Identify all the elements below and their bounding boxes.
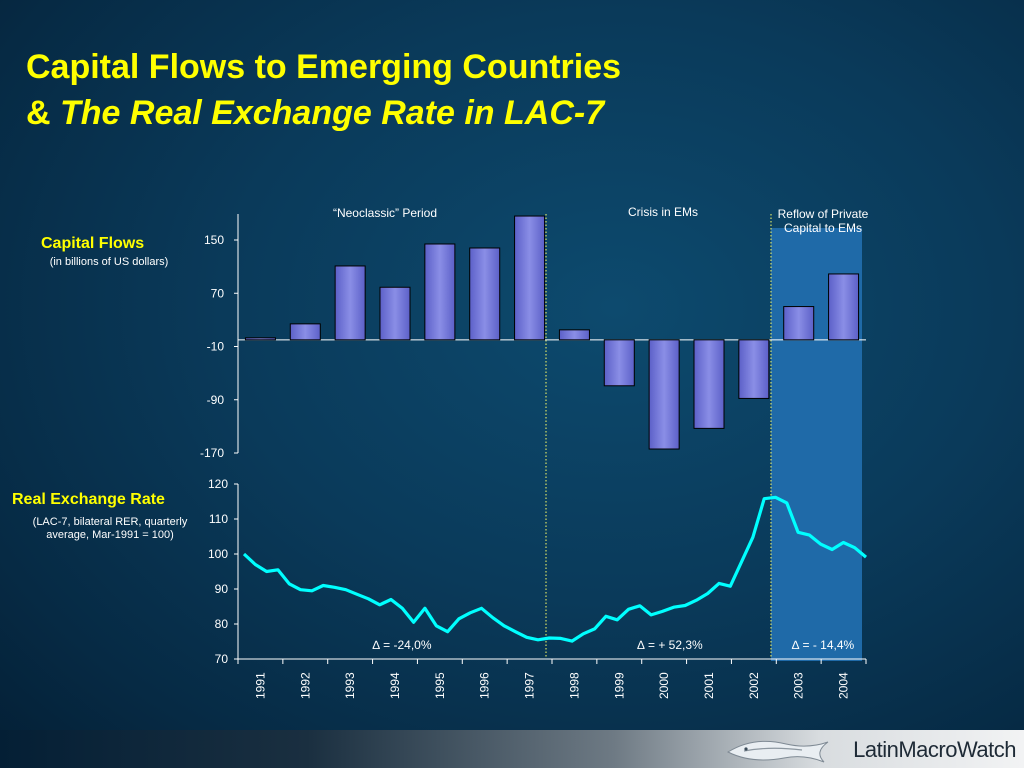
logo-text: LatinMacroWatch [853, 737, 1016, 762]
bar-y-tick-label: -10 [207, 340, 225, 354]
change-label-period2: ∆ = + 52,3% [637, 638, 703, 652]
period-label-reflow: Capital to EMs [784, 221, 862, 235]
x-tick-label: 2000 [657, 672, 671, 699]
x-tick-label: 2002 [747, 672, 761, 699]
bar-2004 [828, 273, 860, 341]
bar-2001 [693, 339, 725, 429]
x-tick-label: 1991 [253, 672, 267, 699]
title-line2-prefix: & [26, 94, 60, 132]
rer-y-tick-label: 110 [209, 512, 228, 526]
bar-1998 [558, 329, 590, 341]
bar-1997 [514, 215, 546, 341]
x-tick-label: 1993 [343, 672, 357, 699]
x-tick-label: 1996 [478, 672, 492, 699]
change-label-period1: ∆ = -24,0% [372, 638, 431, 652]
x-tick-label: 1994 [388, 672, 402, 699]
x-tick-label: 2001 [702, 672, 716, 699]
bar-1992 [289, 323, 321, 341]
title-line1: Capital Flows to Emerging Countries [26, 48, 622, 86]
rer-note: (LAC-7, bilateral RER, quarterly average… [20, 516, 200, 542]
rer-note-line2: average, Mar-1991 = 100) [46, 529, 174, 541]
x-tick-label: 2003 [792, 672, 806, 699]
bar-1991 [244, 337, 276, 341]
rer-y-tick-label: 100 [208, 547, 228, 561]
bar-1999 [603, 339, 635, 387]
rer-y-tick-label: 120 [208, 477, 228, 491]
x-tick-label: 1998 [567, 672, 581, 699]
x-tick-label: 2004 [837, 672, 851, 699]
bar-1994 [379, 286, 411, 341]
title-line2-italic: The Real Exchange Rate in LAC-7 [60, 94, 605, 132]
x-tick-label: 1999 [612, 672, 626, 699]
period-label-reflow: Reflow of Private [778, 207, 869, 221]
rer-y-tick-label: 80 [215, 617, 229, 631]
change-label-period3: ∆ = - 14,4% [792, 638, 855, 652]
bar-y-tick-label: -170 [200, 446, 224, 460]
bar-2002 [738, 339, 770, 399]
bar-1995 [424, 243, 456, 341]
capital-flows-note: (in billions of US dollars) [49, 256, 169, 268]
bar-y-tick-label: 70 [211, 286, 225, 300]
period-label-neoclassic: “Neoclassic” Period [333, 206, 437, 220]
rer-label: Real Exchange Rate [12, 491, 165, 508]
footer-band: LatinMacroWatch [0, 730, 1024, 768]
period-label-crisis: Crisis in EMs [628, 205, 698, 219]
slide-title: Capital Flows to Emerging Countries & Th… [26, 44, 621, 136]
bar-1993 [334, 265, 366, 341]
capital-flows-label: Capital Flows [41, 235, 145, 252]
fish-logo-icon [726, 740, 829, 763]
rer-series-line [242, 495, 868, 643]
bar-2003 [783, 306, 815, 341]
bar-1996 [469, 247, 501, 341]
rer-y-tick-label: 90 [215, 582, 229, 596]
x-tick-label: 1997 [523, 672, 537, 699]
x-tick-label: 1995 [433, 672, 447, 699]
rer-y-tick-label: 70 [215, 652, 229, 666]
bar-2000 [648, 339, 680, 450]
bar-y-tick-label: -90 [207, 393, 225, 407]
x-tick-label: 1992 [298, 672, 312, 699]
bar-y-tick-label: 150 [204, 233, 224, 247]
rer-note-line1: (LAC-7, bilateral RER, quarterly [32, 516, 188, 528]
